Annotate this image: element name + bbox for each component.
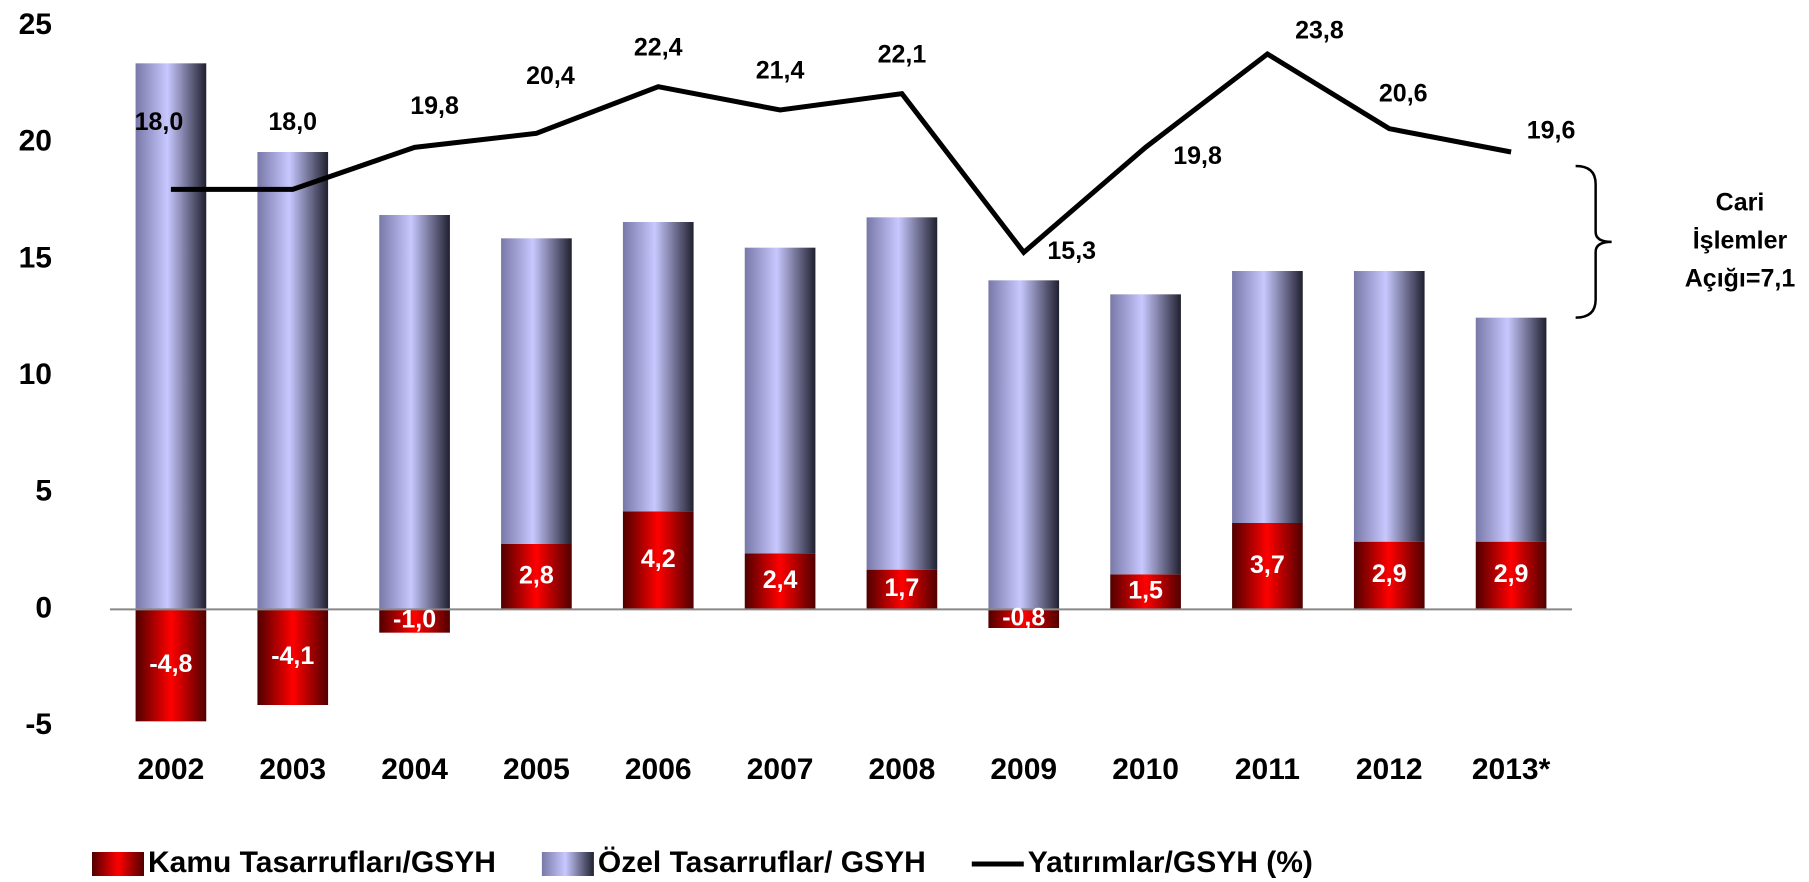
legend-swatch (541, 852, 594, 876)
data-label: 2,8 (519, 561, 554, 589)
line-label: 18,0 (135, 108, 184, 136)
data-label: 1,7 (885, 574, 920, 602)
bar (1232, 271, 1303, 523)
line-label: 19,6 (1527, 117, 1576, 145)
y-tick-label: -5 (25, 708, 52, 741)
bar (988, 280, 1060, 610)
y-tick-label: 5 (35, 475, 52, 508)
data-label: -1,0 (393, 606, 436, 634)
y-tick-label: 0 (35, 591, 52, 624)
y-tick-label: 15 (19, 241, 52, 274)
bar (135, 609, 207, 722)
legend-label: Özel Tasarruflar/ GSYH (598, 846, 926, 879)
data-label: -4,8 (149, 650, 192, 678)
line-label: 22,4 (634, 33, 683, 61)
x-tick-label: 2005 (503, 753, 570, 786)
bar (135, 63, 207, 610)
bar (1232, 523, 1303, 610)
line-label: 19,8 (1173, 142, 1222, 170)
line (170, 50, 1512, 256)
line-label: 15,3 (1047, 237, 1096, 265)
data-label: -0,8 (1002, 603, 1045, 631)
x-tick-label: 2012 (1356, 753, 1423, 786)
bar (1110, 574, 1181, 610)
line-label: 23,8 (1295, 17, 1344, 45)
line-label: 21,4 (756, 57, 805, 85)
data-label: 3,7 (1250, 551, 1285, 579)
data-label: 2,9 (1372, 560, 1407, 588)
y-tick-label: 10 (19, 358, 52, 391)
x-tick-label: 2010 (1112, 753, 1179, 786)
x-tick-label: 2003 (259, 753, 326, 786)
legend-label: Yatırımlar/GSYH (%) (1028, 846, 1313, 879)
bar (1475, 541, 1547, 610)
x-tick-label: 2009 (990, 753, 1057, 786)
annotation: Cari (1716, 188, 1765, 216)
x-tick-label: 2008 (869, 753, 936, 786)
bar (622, 511, 694, 610)
x-tick-label: 2004 (381, 753, 448, 786)
legend-swatch (92, 852, 144, 876)
line-label: 22,1 (878, 40, 927, 68)
bar (744, 247, 816, 554)
data-label: -4,1 (271, 642, 314, 670)
annotation: İşlemler (1693, 226, 1788, 254)
bar (1110, 294, 1181, 575)
line-label: 20,6 (1379, 79, 1428, 107)
bar (744, 553, 816, 610)
annotation: Açığı=7,1 (1685, 264, 1796, 292)
x-tick-label: 2007 (747, 753, 814, 786)
y-tick-label: 25 (19, 8, 52, 41)
line-label: 20,4 (526, 62, 575, 90)
x-tick-label: 2002 (138, 753, 205, 786)
bar (622, 222, 694, 512)
bar (1353, 271, 1425, 542)
bar (501, 238, 572, 545)
bar (1475, 317, 1547, 542)
bar (1353, 541, 1425, 610)
y-tick-label: 20 (19, 125, 52, 158)
legend-label: Kamu Tasarrufları/GSYH (148, 846, 496, 879)
line-label: 18,0 (268, 108, 317, 136)
data-label: 1,5 (1128, 576, 1163, 604)
bar (257, 152, 329, 610)
bar (379, 609, 450, 633)
bar (866, 217, 938, 570)
bar (501, 544, 572, 610)
data-label: 2,9 (1494, 560, 1529, 588)
x-tick-label: 2013* (1472, 753, 1551, 786)
data-label: 2,4 (763, 566, 798, 594)
bar (379, 215, 450, 610)
x-tick-label: 2011 (1235, 753, 1300, 786)
line-label: 19,8 (410, 92, 459, 120)
bracket (1575, 164, 1612, 319)
data-label: 4,2 (641, 545, 676, 573)
bar (866, 569, 938, 610)
bar (988, 609, 1060, 628)
bar (257, 609, 329, 705)
x-tick-label: 2006 (625, 753, 692, 786)
